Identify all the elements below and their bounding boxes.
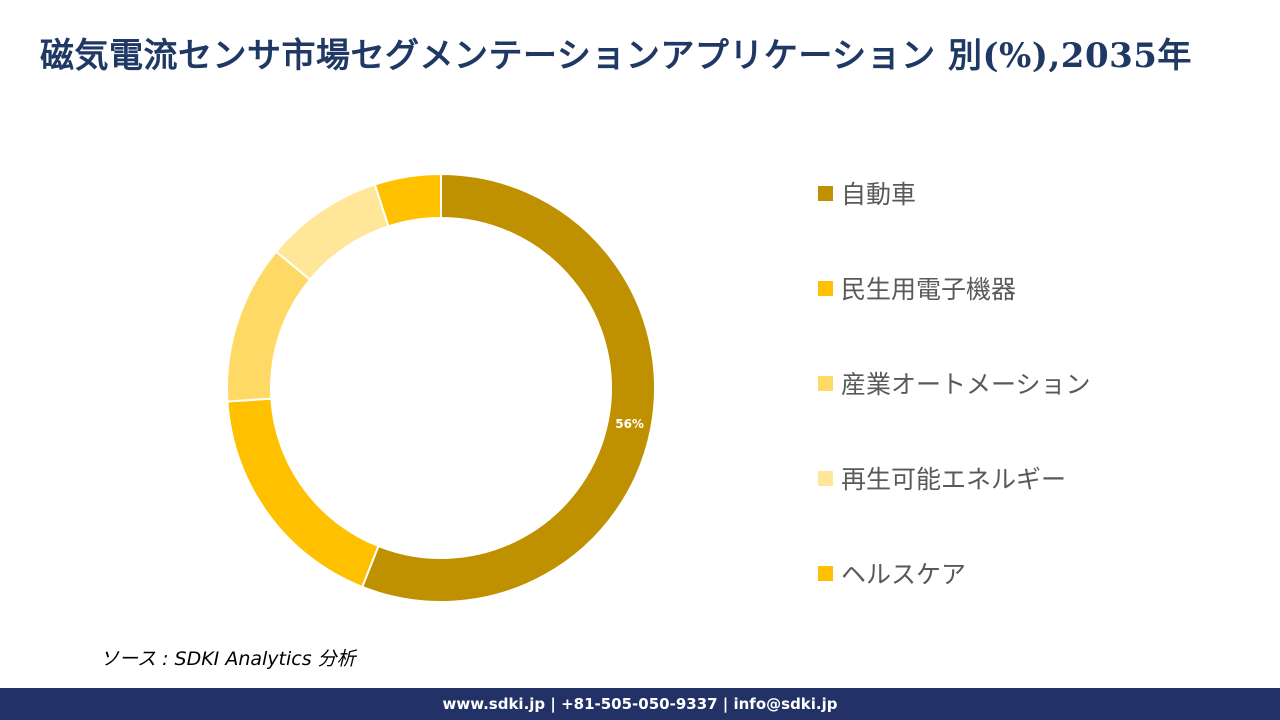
donut-slice-3 — [226, 250, 312, 403]
legend-swatch-5 — [818, 565, 833, 581]
legend-item-4: 再生可能エネルギー — [818, 455, 1091, 501]
legend-item-3: 産業オートメーション — [818, 360, 1091, 406]
legend-item-2: 民生用電子機器 — [818, 265, 1091, 311]
legend-label-3: 産業オートメーション — [841, 370, 1091, 399]
donut-slice-2 — [226, 397, 380, 589]
donut-slice-1 — [360, 172, 656, 603]
footer-contact: www.sdki.jp | +81-505-050-9337 | info@sd… — [442, 695, 838, 713]
legend-swatch-3 — [818, 375, 833, 391]
footer-bar: www.sdki.jp | +81-505-050-9337 | info@sd… — [0, 688, 1280, 720]
data-label-1: 56% — [615, 417, 644, 431]
legend-swatch-4 — [818, 470, 833, 486]
legend-swatch-1 — [818, 185, 833, 201]
source-note: ソース : SDKI Analytics 分析 — [100, 648, 356, 670]
legend-label-5: ヘルスケア — [841, 560, 967, 589]
legend-item-1: 自動車 — [818, 170, 1091, 216]
chart-legend: 自動車民生用電子機器産業オートメーション 再生可能エネルギー ヘルスケア — [818, 170, 1091, 645]
donut-chart: 56% — [226, 172, 656, 603]
donut-slice-5 — [373, 172, 442, 228]
donut-slice-4 — [274, 183, 390, 282]
legend-item-5: ヘルスケア — [818, 550, 1091, 596]
legend-label-1: 自動車 — [841, 180, 917, 209]
legend-label-4: 再生可能エネルギー — [841, 465, 1067, 494]
chart-title: 磁気電流センサ市場セグメンテーションアプリケーション 別(%),2035年 — [40, 36, 1192, 76]
legend-swatch-2 — [818, 280, 833, 296]
legend-label-2: 民生用電子機器 — [841, 275, 1017, 304]
